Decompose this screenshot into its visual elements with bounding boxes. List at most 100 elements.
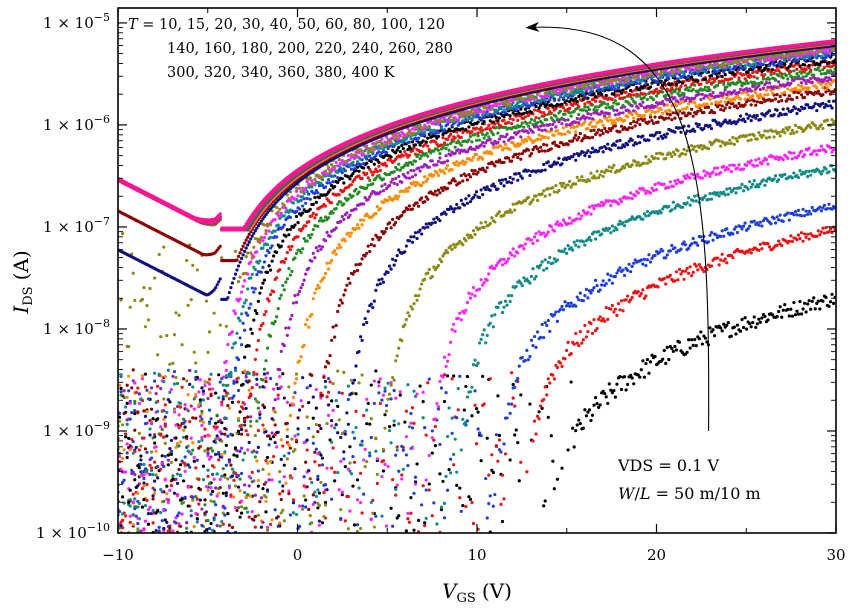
data-point	[622, 375, 627, 379]
data-point	[151, 417, 155, 421]
data-point	[581, 426, 585, 430]
data-point	[796, 233, 801, 237]
data-point	[702, 269, 706, 274]
data-point	[725, 227, 729, 231]
data-point	[336, 431, 340, 435]
data-point	[645, 258, 650, 262]
data-point	[384, 403, 389, 408]
data-point	[441, 188, 445, 193]
data-point	[214, 391, 218, 395]
data-point	[493, 184, 497, 189]
data-point	[679, 84, 683, 88]
data-point	[168, 400, 172, 404]
data-point	[815, 234, 819, 238]
data-point	[285, 457, 289, 461]
data-point	[125, 383, 129, 387]
data-point	[423, 226, 427, 230]
data-point	[519, 393, 523, 397]
data-point	[395, 354, 399, 358]
data-point	[383, 426, 387, 430]
data-point	[430, 429, 434, 433]
data-point	[795, 238, 799, 242]
data-point	[729, 334, 733, 338]
data-point	[510, 159, 514, 163]
data-point	[488, 377, 492, 381]
data-point	[400, 473, 404, 477]
data-point	[355, 223, 360, 227]
data-point	[745, 112, 749, 116]
data-point	[694, 264, 698, 268]
data-point	[825, 104, 830, 108]
data-point	[770, 91, 775, 95]
data-point	[738, 329, 743, 333]
data-point	[690, 144, 694, 148]
data-point	[445, 143, 450, 147]
data-point	[751, 182, 755, 186]
data-point	[551, 261, 555, 265]
data-point	[818, 148, 822, 153]
data-point	[732, 142, 737, 147]
data-point	[539, 263, 543, 267]
data-point	[822, 65, 827, 69]
data-point	[307, 469, 311, 473]
data-point	[162, 397, 166, 401]
data-point	[630, 376, 634, 380]
data-point	[644, 361, 648, 366]
data-point	[809, 125, 813, 130]
data-point	[502, 160, 506, 165]
data-point	[410, 140, 415, 144]
data-point	[667, 185, 671, 190]
data-point	[500, 473, 505, 477]
data-point	[636, 106, 640, 110]
data-point	[424, 222, 428, 226]
data-point	[767, 109, 772, 113]
data-point	[278, 375, 282, 379]
data-point	[197, 502, 201, 506]
data-point	[502, 213, 506, 217]
data-point	[467, 138, 471, 142]
data-point	[795, 130, 799, 134]
data-point	[760, 95, 764, 99]
data-point	[606, 401, 610, 406]
data-point	[421, 416, 425, 420]
data-point	[519, 124, 523, 128]
data-point	[516, 118, 520, 122]
data-point	[545, 393, 549, 397]
data-point	[543, 385, 547, 389]
data-point	[380, 184, 384, 188]
data-point	[474, 363, 479, 368]
data-point	[265, 525, 270, 529]
data-point	[412, 491, 416, 495]
data-point	[661, 152, 665, 156]
data-point	[394, 359, 398, 363]
data-point	[603, 201, 607, 205]
data-point	[439, 143, 444, 147]
data-point	[531, 130, 535, 134]
data-point	[558, 109, 563, 113]
data-point	[471, 155, 476, 160]
data-point	[146, 522, 151, 526]
data-point	[561, 106, 566, 110]
data-point	[487, 272, 491, 276]
data-point	[589, 322, 593, 326]
data-point	[792, 69, 796, 73]
data-point	[133, 428, 137, 432]
data-point	[560, 304, 564, 309]
data-point	[586, 149, 590, 153]
data-point	[288, 513, 293, 517]
data-point	[799, 93, 804, 97]
data-point	[752, 315, 756, 319]
data-point	[510, 181, 514, 185]
data-point	[633, 160, 637, 164]
data-point	[639, 258, 643, 262]
data-point	[134, 390, 138, 394]
data-point	[793, 75, 798, 79]
data-point	[317, 519, 321, 523]
data-point	[191, 441, 195, 445]
data-point	[357, 486, 361, 490]
data-point	[453, 437, 457, 441]
data-point	[618, 111, 622, 115]
data-point	[622, 224, 627, 228]
data-point	[484, 170, 488, 174]
data-point	[301, 504, 305, 508]
